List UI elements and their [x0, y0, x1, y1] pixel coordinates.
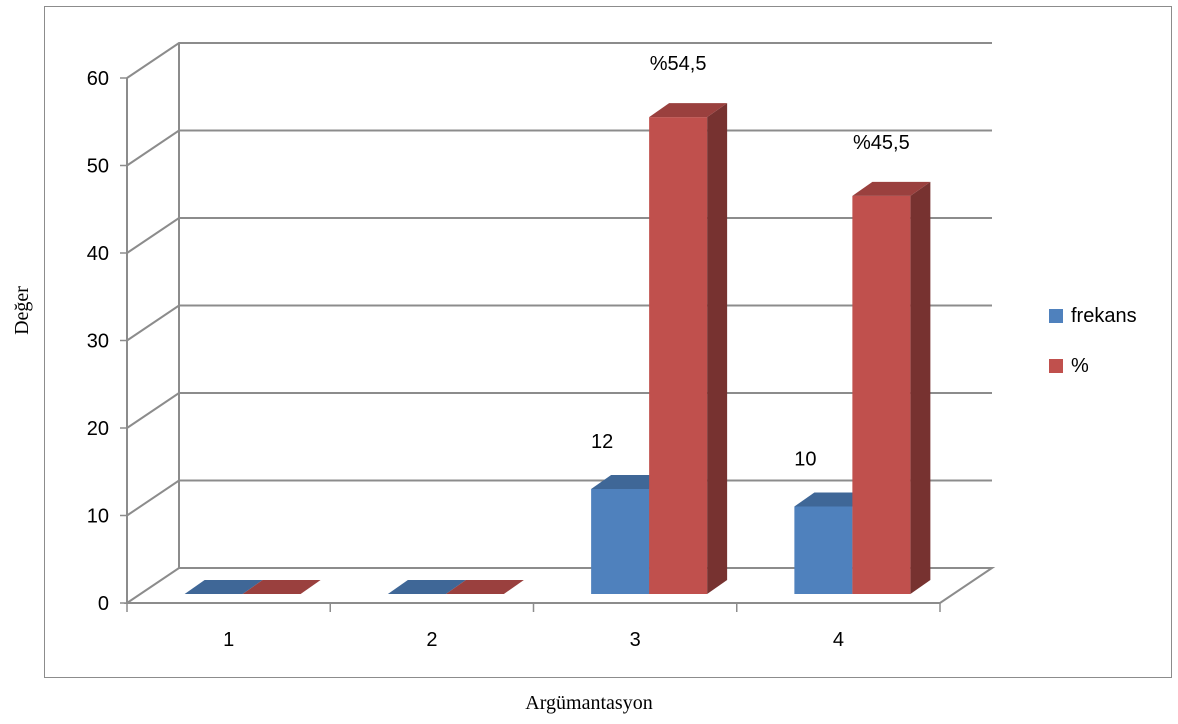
- bar-front: [794, 506, 853, 594]
- bar-top: [649, 103, 728, 118]
- y-axis-label: Değer: [10, 285, 33, 335]
- bar-front: [591, 489, 650, 594]
- gridline: [126, 42, 992, 79]
- y-axis-label-box: Değer: [2, 190, 42, 430]
- x-tick-label: 1: [223, 629, 234, 651]
- bar-side: [707, 103, 728, 594]
- y-tick-label: 60: [87, 68, 109, 90]
- x-tick-label: 2: [426, 629, 437, 651]
- data-label: %45,5: [853, 132, 910, 154]
- bar-top: [387, 580, 466, 594]
- bar-1-3: [852, 181, 931, 594]
- x-axis-label: Argümantasyon: [525, 692, 653, 714]
- bar-top: [445, 580, 524, 594]
- bar-0-1: [387, 580, 466, 594]
- legend-entry: frekans: [1071, 305, 1137, 327]
- y-tick-label: 30: [87, 331, 109, 353]
- data-label: 12: [591, 431, 613, 453]
- bar-side: [910, 181, 931, 594]
- y-tick-label: 50: [87, 156, 109, 178]
- y-tick-label: 0: [98, 593, 109, 615]
- bar-top: [184, 580, 263, 594]
- bar-1-2: [649, 103, 728, 594]
- bar-0-0: [184, 580, 263, 594]
- bar-1-1: [445, 580, 524, 594]
- legend-swatch: [1049, 359, 1063, 373]
- bar-front: [852, 195, 911, 594]
- bars-layer: [184, 103, 931, 594]
- bar-top: [242, 580, 321, 594]
- data-label: %54,5: [650, 53, 707, 75]
- x-tick-label: 3: [630, 629, 641, 651]
- bar-1-0: [242, 580, 321, 594]
- x-tick-label: 4: [833, 629, 844, 651]
- legend-entry: %: [1071, 355, 1089, 377]
- y-tick-label: 10: [87, 506, 109, 528]
- bar-front: [649, 117, 708, 594]
- y-tick-label: 20: [87, 418, 109, 440]
- bar-top: [852, 181, 931, 196]
- y-tick-label: 40: [87, 243, 109, 265]
- data-label: 10: [794, 449, 816, 471]
- legend-swatch: [1049, 309, 1063, 323]
